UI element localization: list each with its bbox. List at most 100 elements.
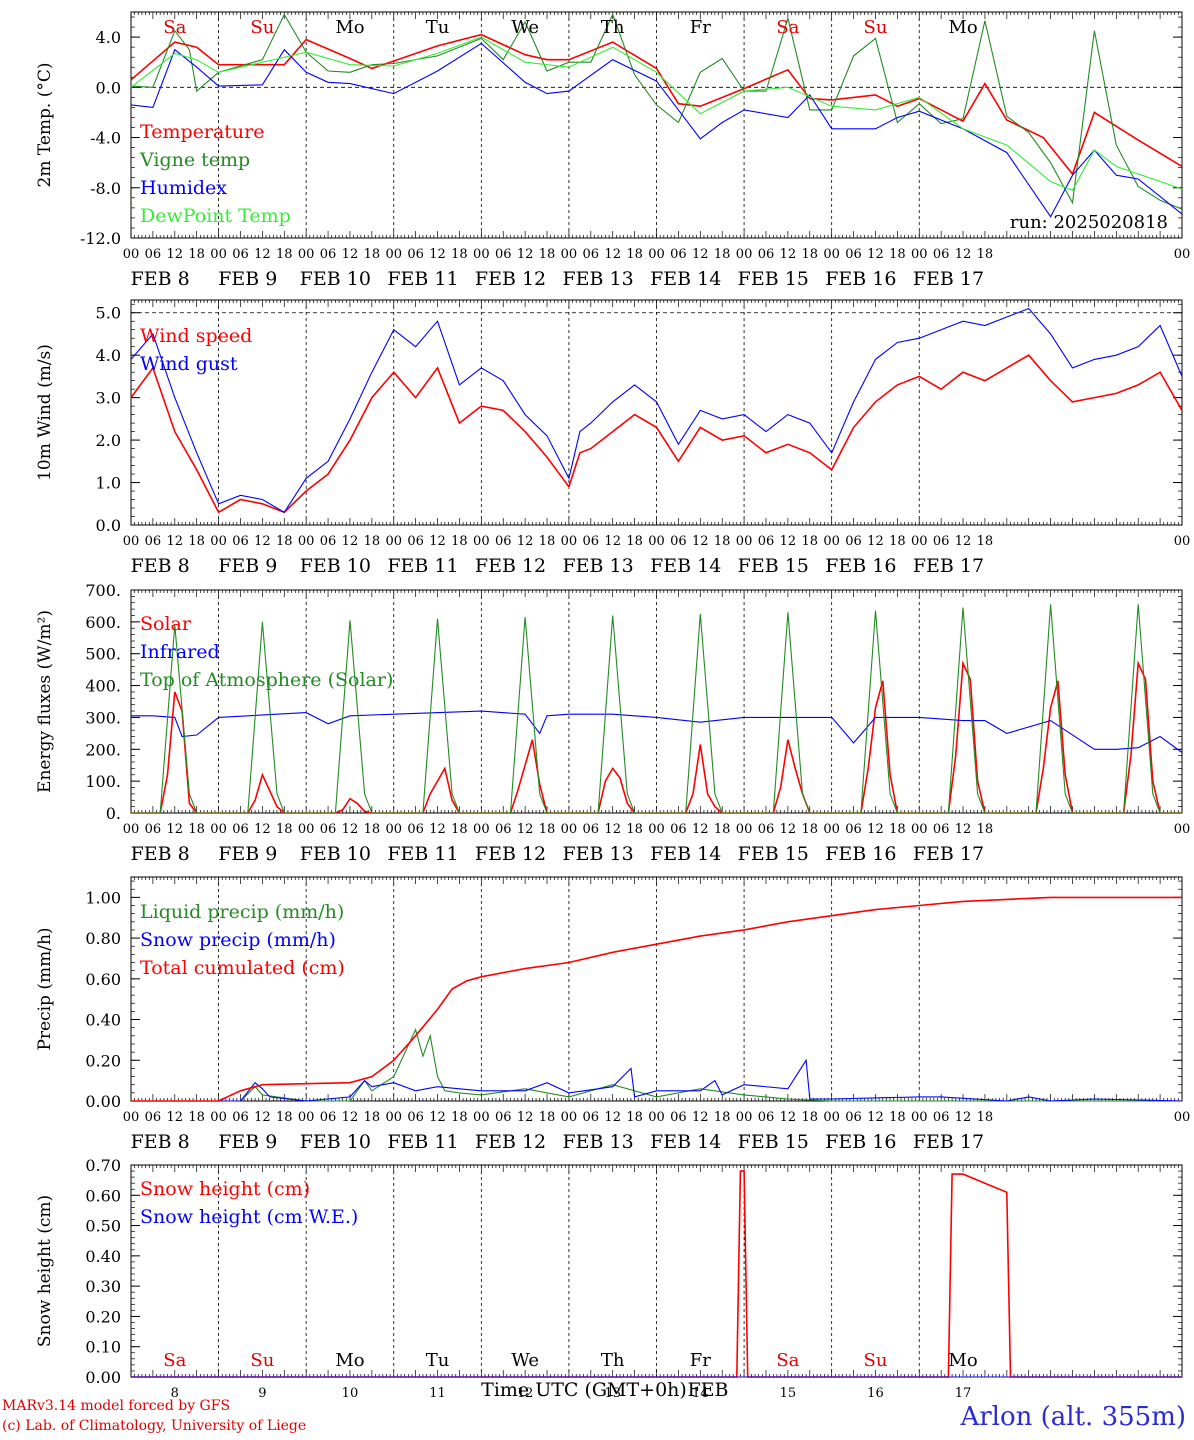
date-label: FEB 12	[475, 268, 546, 290]
hour-tick-label: 06	[670, 534, 687, 549]
series-line-wind-gust	[130, 307, 1183, 514]
legend-entry: Liquid precip (mm/h)	[140, 901, 344, 923]
hour-tick-label: 06	[232, 534, 249, 549]
date-label: FEB 16	[825, 1131, 896, 1153]
legend-entry: Top of Atmosphere (Solar)	[140, 669, 393, 691]
weekday-label: Mo	[335, 17, 364, 38]
hour-tick-label: 00	[561, 822, 578, 837]
y-tick-label: 600.	[85, 613, 121, 632]
hour-tick-label: 00	[736, 822, 753, 837]
date-label: FEB 15	[738, 555, 809, 577]
date-label: FEB 9	[218, 555, 277, 577]
hour-tick-label: 00	[823, 247, 840, 262]
y-tick-label: 700.	[85, 581, 121, 600]
y-tick-label: 0.60	[85, 970, 121, 989]
date-label: FEB 13	[562, 268, 633, 290]
hour-tick-label: 18	[276, 1110, 293, 1125]
date-label: FEB 8	[131, 268, 190, 290]
hour-tick-label: 12	[429, 822, 446, 837]
y-tick-label: 0.	[106, 804, 121, 823]
hour-tick-label: 18	[188, 1110, 205, 1125]
legend-entry: Infrared	[140, 641, 220, 663]
hour-tick-label: 00	[123, 534, 140, 549]
hour-tick-label: 00	[473, 534, 490, 549]
hour-tick-label: 06	[495, 247, 512, 262]
date-label: FEB 12	[475, 555, 546, 577]
hour-tick-label: 18	[714, 534, 731, 549]
date-label: FEB 15	[738, 843, 809, 865]
y-tick-label: 400.	[85, 677, 121, 696]
hour-tick-label: 18	[889, 247, 906, 262]
hour-tick-label: 18	[889, 534, 906, 549]
y-tick-label: 0.70	[85, 1156, 121, 1175]
date-label: FEB 8	[131, 1131, 190, 1153]
hour-tick-label: 06	[145, 247, 162, 262]
y-tick-label: 200.	[85, 740, 121, 759]
weekday-label: We	[511, 1350, 539, 1371]
hour-tick-label: 06	[232, 1110, 249, 1125]
series-line-humidex	[130, 42, 1183, 218]
hour-tick-label: 18	[451, 534, 468, 549]
hour-tick-label: 06	[845, 247, 862, 262]
legend-entry: Total cumulated (cm)	[140, 957, 345, 979]
weekday-label: Fr	[690, 17, 711, 38]
hour-tick-label: 00	[736, 1110, 753, 1125]
hour-tick-label: 18	[626, 534, 643, 549]
hour-tick-label: 06	[320, 247, 337, 262]
hour-tick-label: 12	[254, 1110, 271, 1125]
hour-tick-label: 18	[188, 247, 205, 262]
hour-tick-label: 06	[145, 822, 162, 837]
hour-tick-label: 12	[692, 534, 709, 549]
day-number-label: 17	[955, 1386, 972, 1400]
hour-tick-label: 06	[583, 534, 600, 549]
hour-tick-label: 12	[342, 534, 359, 549]
hour-tick-label: 12	[692, 247, 709, 262]
hour-tick-label: 06	[145, 1110, 162, 1125]
hour-tick-label: 12	[254, 822, 271, 837]
series-line-top-of-atmosphere-solar-	[131, 604, 1182, 814]
hour-tick-label: 06	[320, 1110, 337, 1125]
y-tick-label: 500.	[85, 645, 121, 664]
hour-tick-label: 00	[1174, 822, 1191, 837]
hour-tick-label: 00	[385, 534, 402, 549]
y-tick-label: 2.0	[96, 431, 121, 450]
y-tick-label: 0.40	[85, 1247, 121, 1266]
hour-tick-label: 18	[364, 822, 381, 837]
hour-tick-label: 00	[123, 822, 140, 837]
hour-tick-label: 12	[604, 822, 621, 837]
hour-tick-label: 06	[933, 1110, 950, 1125]
date-label: FEB 17	[913, 268, 984, 290]
hour-tick-label: 12	[429, 1110, 446, 1125]
hour-tick-label: 12	[604, 247, 621, 262]
date-label: FEB 12	[475, 1131, 546, 1153]
station-label: Arlon (alt. 355m)	[960, 1402, 1186, 1432]
hour-tick-label: 18	[539, 822, 556, 837]
date-label: FEB 11	[387, 268, 458, 290]
date-label: FEB 11	[387, 1131, 458, 1153]
y-tick-label: 4.0	[96, 346, 121, 365]
hour-tick-label: 06	[495, 822, 512, 837]
y-tick-label: 100.	[85, 772, 121, 791]
day-number-label: 8	[171, 1386, 179, 1400]
y-axis-label: Snow height (cm)	[35, 1195, 55, 1347]
hour-tick-label: 00	[473, 247, 490, 262]
y-tick-label: 0.50	[85, 1217, 121, 1236]
hour-tick-label: 18	[188, 822, 205, 837]
date-label: FEB 11	[387, 555, 458, 577]
weekday-label: We	[511, 17, 539, 38]
hour-tick-label: 18	[714, 1110, 731, 1125]
hour-tick-label: 06	[845, 534, 862, 549]
hour-tick-label: 12	[692, 822, 709, 837]
hour-tick-label: 18	[801, 247, 818, 262]
hour-tick-label: 12	[167, 822, 184, 837]
model-credit: MARv3.14 model forced by GFS	[2, 1398, 231, 1414]
legend-entry: Vigne temp	[139, 149, 250, 171]
hour-tick-label: 06	[583, 822, 600, 837]
date-label: FEB 15	[738, 268, 809, 290]
hour-tick-label: 18	[364, 1110, 381, 1125]
date-label: FEB 14	[650, 555, 721, 577]
hour-tick-label: 18	[364, 534, 381, 549]
y-tick-label: 0.10	[85, 1338, 121, 1357]
hour-tick-label: 00	[385, 1110, 402, 1125]
hour-tick-label: 06	[232, 247, 249, 262]
